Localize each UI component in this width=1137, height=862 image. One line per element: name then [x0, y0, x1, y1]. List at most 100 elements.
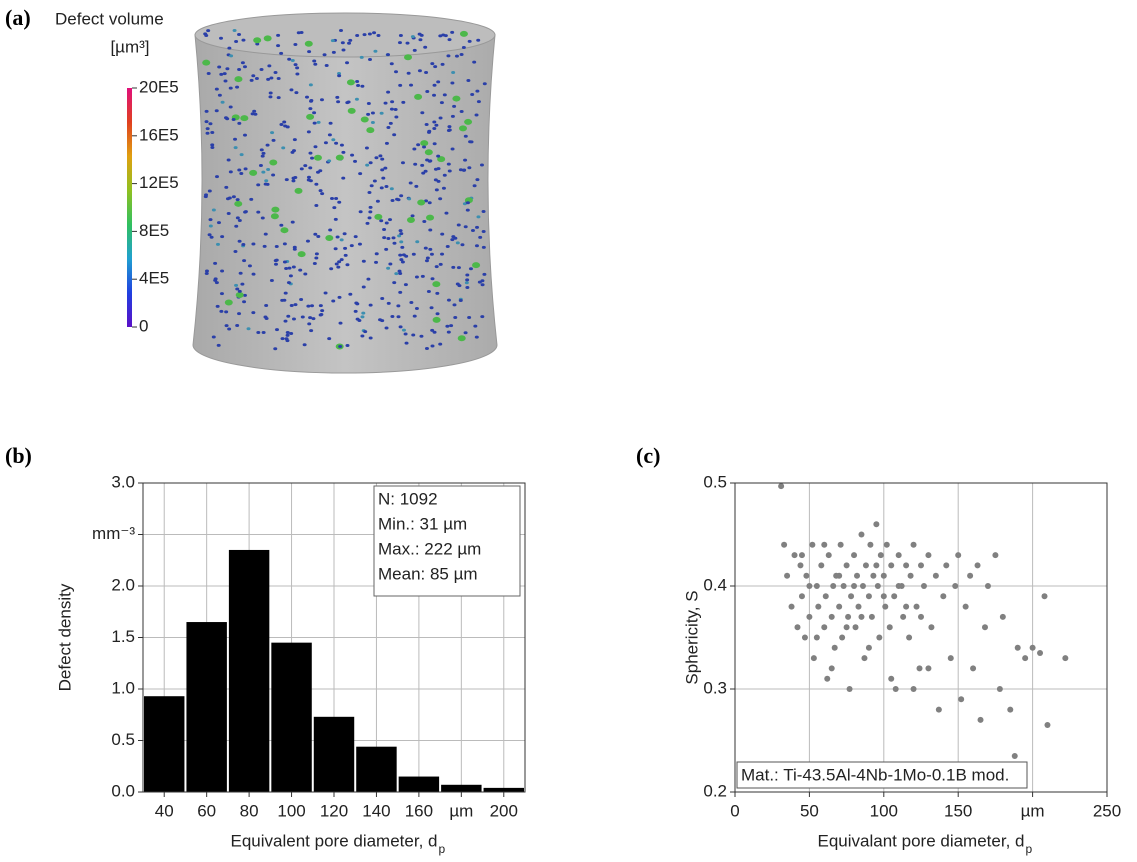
pore — [425, 90, 430, 94]
pore — [464, 281, 469, 285]
pore — [339, 29, 344, 33]
point — [797, 562, 804, 569]
pore — [345, 61, 350, 65]
pore — [423, 45, 428, 49]
point — [836, 572, 843, 579]
pore — [420, 140, 429, 147]
pore — [285, 333, 290, 337]
x-tick-label: µm — [449, 801, 473, 820]
pore — [282, 120, 287, 124]
pore — [242, 259, 247, 263]
point — [839, 634, 846, 641]
pore — [457, 335, 466, 342]
pore — [452, 104, 457, 108]
pore — [279, 122, 284, 126]
pore — [463, 134, 468, 138]
colorbar — [127, 88, 132, 327]
pore — [314, 252, 319, 256]
pore — [328, 228, 333, 232]
pore — [339, 238, 344, 242]
pore — [405, 41, 410, 45]
point — [840, 583, 847, 589]
pore — [392, 133, 397, 137]
pore — [302, 343, 307, 347]
pore — [214, 175, 219, 179]
pore — [233, 250, 238, 254]
pore — [400, 245, 405, 249]
pore — [388, 121, 393, 125]
pore — [320, 309, 325, 313]
pore — [447, 38, 452, 42]
pore — [298, 268, 303, 272]
pore — [449, 324, 454, 328]
pore — [340, 41, 345, 45]
pore — [342, 232, 347, 236]
pore — [418, 38, 423, 42]
point — [809, 541, 816, 548]
specimen-render — [192, 12, 498, 374]
point — [843, 562, 850, 569]
point — [845, 613, 852, 620]
pore — [398, 229, 403, 233]
pore — [386, 236, 391, 240]
point — [935, 706, 942, 713]
pore — [269, 159, 278, 166]
pore — [424, 149, 433, 156]
point — [810, 655, 817, 662]
pore — [220, 100, 225, 104]
pore — [368, 210, 373, 214]
pore — [239, 153, 244, 157]
point — [925, 665, 932, 672]
y-tick-label: 1.0 — [111, 678, 135, 697]
point — [999, 613, 1006, 620]
point — [851, 552, 858, 559]
pore — [368, 336, 373, 340]
y-tick-label: 0.2 — [703, 781, 727, 800]
point — [892, 686, 899, 692]
pore — [354, 301, 359, 305]
stats-line: Mean: 85 µm — [378, 564, 478, 583]
pore — [481, 209, 486, 213]
pore — [481, 230, 486, 234]
pore — [410, 35, 415, 39]
pore — [468, 267, 473, 271]
point — [962, 603, 969, 610]
pore — [216, 343, 221, 347]
pore — [345, 263, 350, 267]
point — [974, 562, 981, 569]
colorbar-tick-label: 8E5 — [139, 221, 169, 240]
pore — [366, 277, 371, 281]
pore — [389, 62, 394, 66]
pore — [276, 33, 281, 37]
x-axis-label-sub: p — [1025, 842, 1032, 856]
pore — [304, 95, 309, 99]
pore — [450, 81, 455, 85]
point — [913, 603, 920, 610]
point — [977, 716, 984, 723]
pore — [220, 235, 225, 239]
pore — [228, 105, 233, 109]
point — [781, 541, 788, 548]
pore — [392, 281, 397, 285]
pore — [305, 239, 310, 243]
pore — [422, 220, 427, 224]
pore — [472, 60, 477, 64]
pore — [435, 291, 440, 295]
pore — [470, 92, 475, 96]
pore — [450, 30, 455, 34]
point — [940, 593, 947, 600]
pore — [289, 303, 294, 307]
pore — [242, 65, 247, 69]
pore — [308, 179, 313, 183]
pore — [325, 234, 334, 241]
pore — [313, 232, 318, 236]
point — [1041, 593, 1048, 600]
pore — [280, 337, 285, 341]
x-tick-label: 60 — [197, 801, 216, 820]
pore — [341, 176, 346, 180]
pore — [348, 38, 353, 42]
pore — [357, 242, 362, 246]
pore — [208, 224, 213, 228]
pore — [366, 127, 375, 134]
pore — [341, 48, 346, 52]
